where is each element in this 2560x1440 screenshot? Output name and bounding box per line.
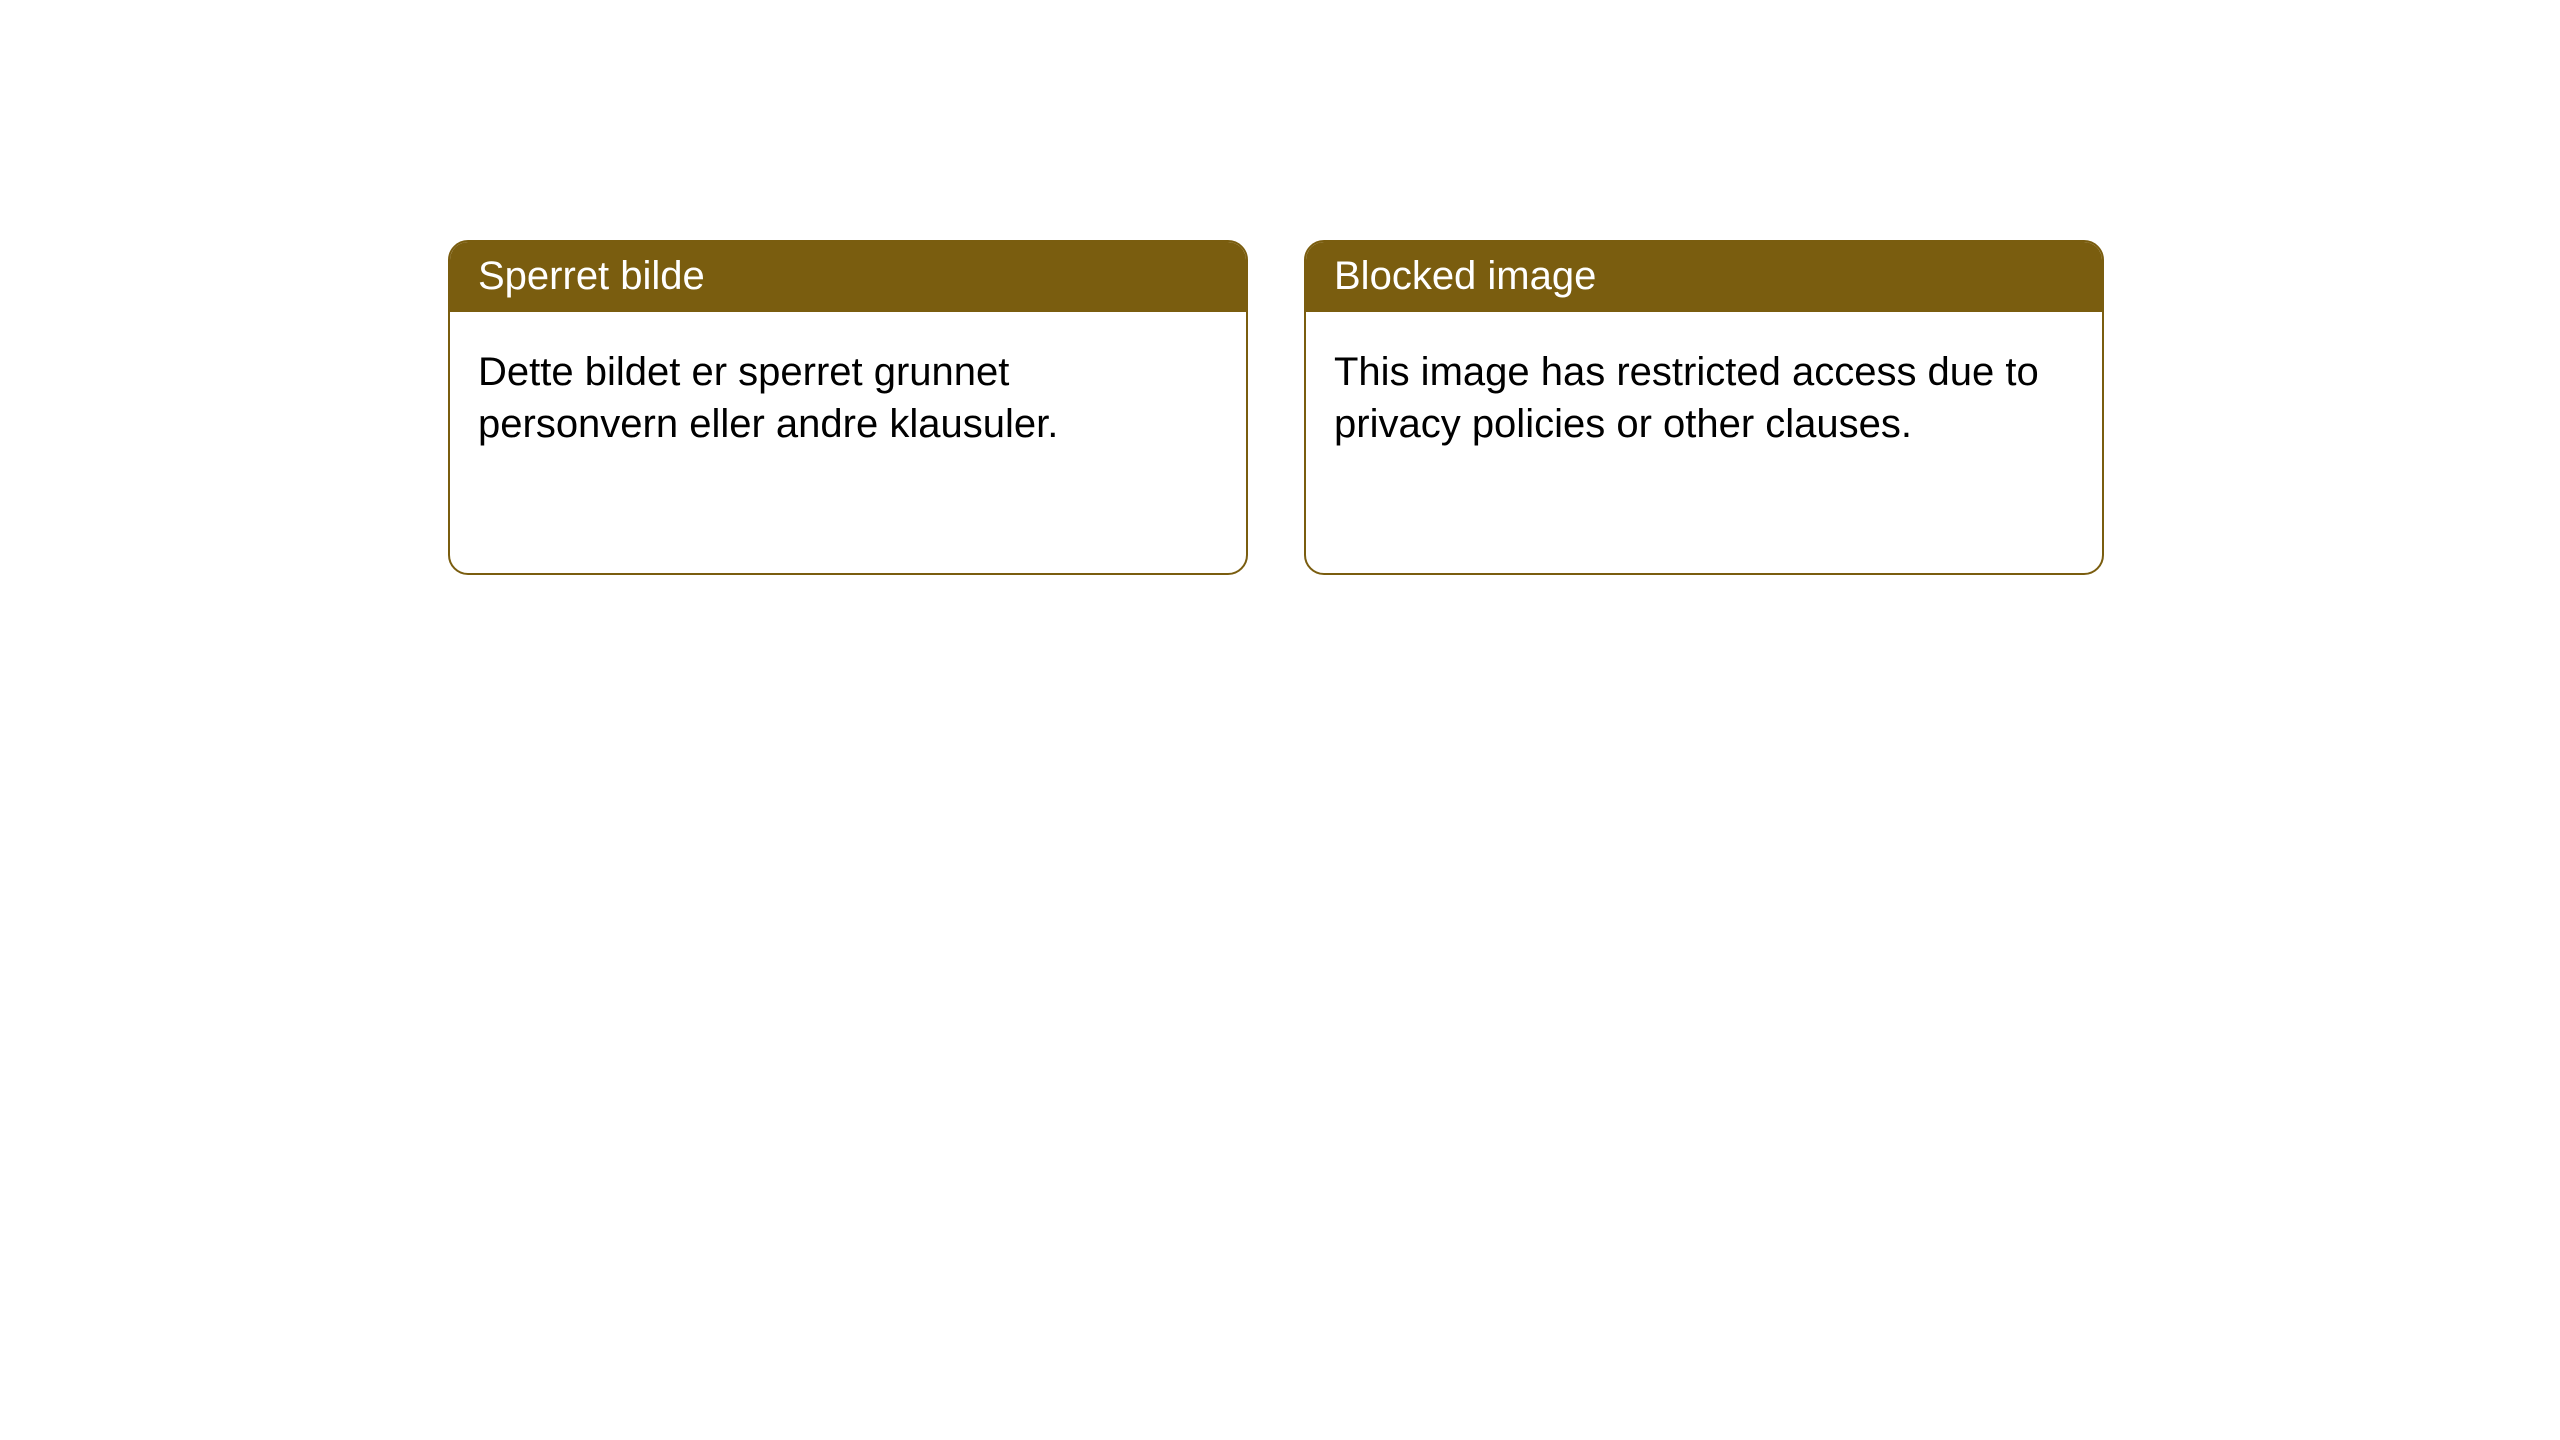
notice-card-norwegian: Sperret bilde Dette bildet er sperret gr… [448,240,1248,575]
notice-card-body: Dette bildet er sperret grunnet personve… [450,312,1246,573]
notice-card-title: Sperret bilde [450,242,1246,312]
notice-card-english: Blocked image This image has restricted … [1304,240,2104,575]
notice-card-title: Blocked image [1306,242,2102,312]
notice-card-body: This image has restricted access due to … [1306,312,2102,573]
notice-cards-container: Sperret bilde Dette bildet er sperret gr… [448,240,2104,575]
